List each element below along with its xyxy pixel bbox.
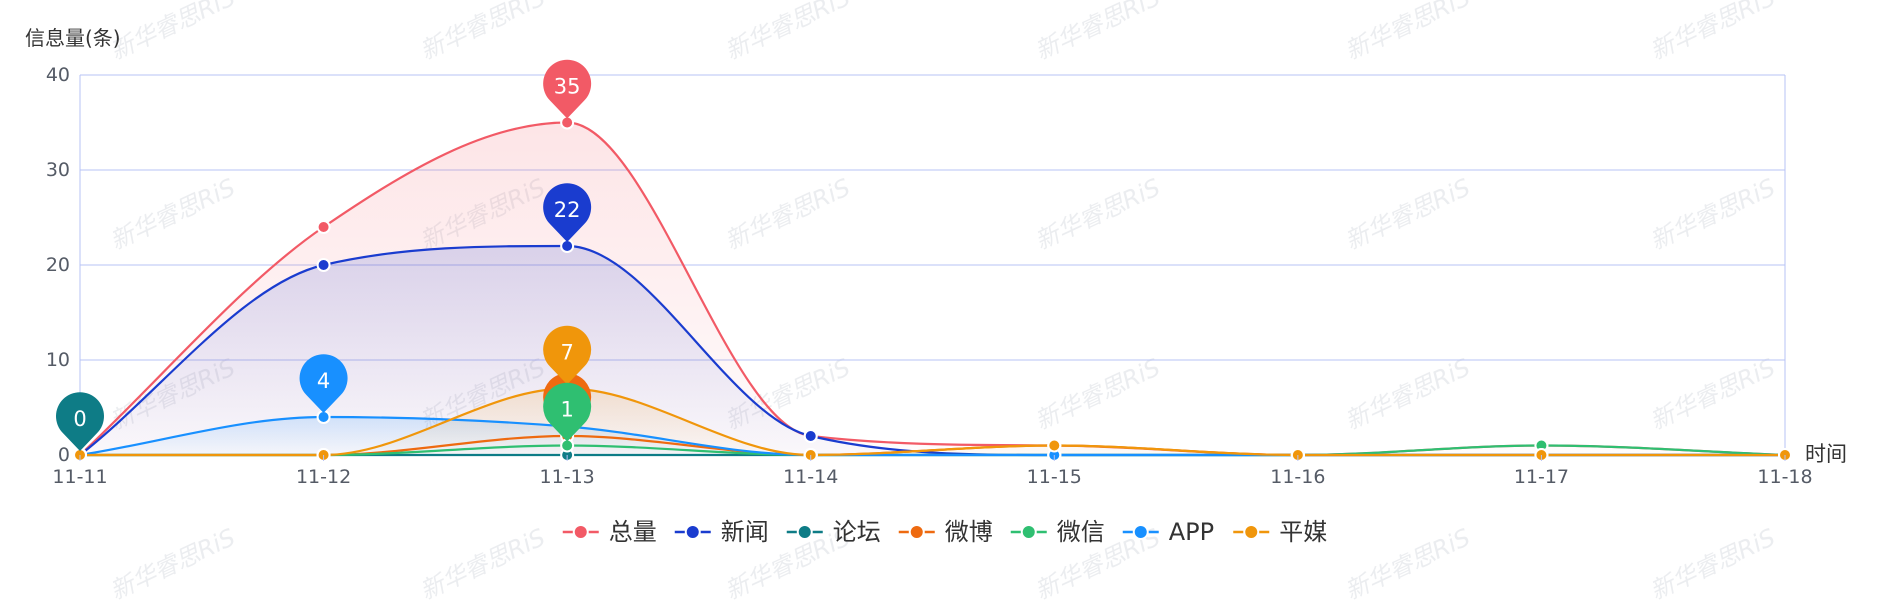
x-axis-title: 时间 — [1805, 442, 1847, 466]
marker-pin-label: 22 — [554, 198, 581, 222]
watermark-text: 新华睿思RiS — [1341, 173, 1475, 255]
x-tick-label: 11-11 — [52, 466, 107, 488]
legend-item[interactable]: 微博 — [898, 518, 993, 546]
legend-label: 平媒 — [1279, 518, 1327, 546]
y-tick-label: 20 — [46, 254, 70, 276]
legend-dot-icon — [796, 524, 813, 540]
x-tick-label: 11-12 — [296, 466, 351, 488]
marker-pin-label: 1 — [560, 398, 573, 422]
data-point[interactable] — [803, 429, 818, 443]
marker-pin-label: 7 — [560, 341, 573, 365]
legend-item[interactable]: 总量 — [562, 518, 657, 546]
watermark-text: 新华睿思RiS — [1646, 0, 1780, 65]
marker-pin-label: 4 — [317, 369, 330, 393]
x-tick-label: 11-17 — [1514, 466, 1569, 488]
marker-pin-label: 0 — [73, 407, 86, 431]
marker-pin: 35 — [543, 59, 592, 119]
watermark-text: 新华睿思RiS — [1341, 353, 1475, 435]
legend-label: 微博 — [945, 518, 993, 546]
data-point[interactable] — [316, 258, 331, 272]
data-point[interactable] — [1047, 438, 1062, 453]
marker-pin: 0 — [56, 392, 104, 451]
y-tick-label: 40 — [46, 64, 70, 86]
legend-dot-icon — [1132, 524, 1149, 540]
legend-dot-icon — [908, 524, 925, 540]
legend-dot-icon — [1243, 524, 1260, 540]
marker-pin: 7 — [543, 325, 592, 385]
marker-pin-shape — [543, 325, 592, 385]
legend-label: 微信 — [1057, 518, 1105, 546]
watermark-text: 新华睿思RiS — [106, 523, 240, 600]
marker-pin: 22 — [543, 183, 592, 242]
y-tick-label: 0 — [58, 444, 70, 466]
legend-item[interactable]: APP — [1122, 518, 1214, 546]
watermark-text: 新华睿思RiS — [416, 523, 550, 600]
marker-pin-shape — [299, 354, 348, 413]
watermark-text: 新华睿思RiS — [1341, 0, 1475, 65]
watermark-text: 新华睿思RiS — [1031, 173, 1165, 255]
watermark-text: 新华睿思RiS — [106, 0, 240, 65]
series-line — [79, 387, 1785, 457]
watermark-text: 新华睿思RiS — [1646, 173, 1780, 255]
legend-item[interactable]: 微信 — [1010, 518, 1105, 546]
legend-label: APP — [1169, 518, 1214, 546]
watermark-text: 新华睿思RiS — [1341, 523, 1475, 600]
legend-label: 新闻 — [721, 518, 769, 546]
watermark-text: 新华睿思RiS — [106, 173, 240, 255]
legend-label: 总量 — [609, 518, 657, 546]
marker-pin-shape — [543, 382, 592, 442]
x-tick-label: 11-14 — [783, 466, 838, 488]
legend-item[interactable]: 新闻 — [674, 518, 769, 546]
y-tick-label: 10 — [46, 349, 70, 371]
data-point[interactable] — [316, 220, 331, 234]
watermark-text: 新华睿思RiS — [416, 0, 550, 65]
x-tick-label: 11-16 — [1270, 466, 1325, 488]
x-tick-label: 11-15 — [1027, 466, 1082, 488]
legend-dot-icon — [1020, 524, 1037, 540]
marker-pin-shape — [543, 183, 592, 242]
watermark-text: 新华睿思RiS — [1031, 0, 1165, 65]
watermark-text: 新华睿思RiS — [721, 0, 855, 65]
watermark-text: 新华睿思RiS — [1646, 353, 1780, 435]
marker-pin-shape — [56, 392, 104, 451]
legend-dot-icon — [684, 524, 701, 540]
legend-dot-icon — [572, 524, 589, 540]
marker-pin-shape — [543, 59, 592, 119]
legend-label: 论坛 — [833, 518, 881, 546]
marker-pin: 1 — [543, 382, 592, 442]
marker-pin: 4 — [299, 354, 348, 413]
x-tick-label: 11-13 — [540, 466, 595, 488]
x-tick-label: 11-18 — [1757, 466, 1812, 488]
watermark-text: 新华睿思RiS — [1646, 523, 1780, 600]
y-axis-title: 信息量(条) — [25, 26, 121, 50]
watermark-text: 新华睿思RiS — [1031, 353, 1165, 435]
watermark-text: 新华睿思RiS — [721, 173, 855, 255]
legend-item[interactable]: 平媒 — [1233, 518, 1327, 546]
y-tick-label: 30 — [46, 159, 70, 181]
legend-item[interactable]: 论坛 — [786, 518, 881, 546]
marker-pin-label: 35 — [554, 75, 581, 99]
